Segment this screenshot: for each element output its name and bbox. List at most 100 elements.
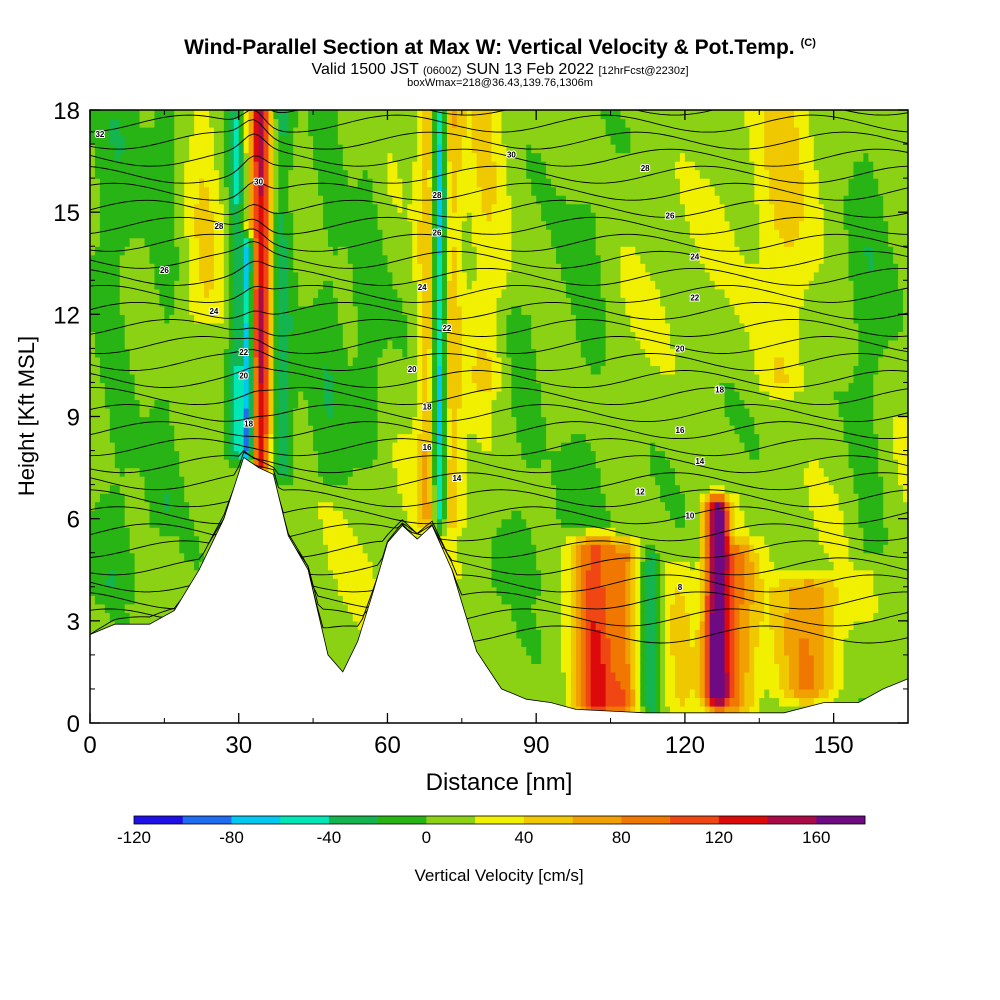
velocity-cell xyxy=(372,169,379,179)
velocity-cell xyxy=(308,501,314,511)
velocity-cell xyxy=(144,425,151,435)
velocity-cell xyxy=(288,365,294,375)
velocity-cell xyxy=(268,263,275,273)
velocity-cell xyxy=(169,476,175,486)
velocity-cell xyxy=(268,331,275,341)
velocity-cell xyxy=(174,535,180,545)
velocity-cell xyxy=(313,544,319,554)
velocity-cell xyxy=(134,416,141,426)
velocity-cell xyxy=(323,518,329,528)
velocity-cell xyxy=(139,544,146,554)
velocity-cell xyxy=(169,535,175,545)
velocity-cell xyxy=(179,407,185,418)
velocity-cell xyxy=(342,314,349,324)
velocity-cell xyxy=(278,152,284,162)
velocity-cell xyxy=(407,169,413,179)
velocity-cell xyxy=(367,212,374,222)
velocity-cell xyxy=(407,450,413,460)
velocity-cell xyxy=(90,493,96,503)
velocity-cell xyxy=(208,459,215,469)
velocity-cell xyxy=(278,237,284,247)
velocity-cell xyxy=(253,178,260,188)
velocity-cell xyxy=(347,203,354,213)
velocity-cell xyxy=(154,510,161,520)
velocity-cell xyxy=(119,510,126,520)
velocity-cell xyxy=(278,246,284,256)
velocity-cell xyxy=(164,203,170,213)
velocity-cell xyxy=(337,620,344,630)
velocity-cell xyxy=(169,322,175,332)
velocity-cell xyxy=(332,484,339,494)
velocity-cell xyxy=(362,365,369,375)
velocity-cell xyxy=(134,595,141,605)
velocity-cell xyxy=(382,246,389,256)
velocity-cell xyxy=(124,578,131,588)
velocity-cell xyxy=(223,484,230,494)
velocity-cell xyxy=(194,433,200,443)
velocity-cell xyxy=(199,178,205,188)
velocity-cell xyxy=(357,459,364,469)
velocity-cell xyxy=(417,254,423,264)
velocity-cell xyxy=(263,365,270,375)
velocity-cell xyxy=(283,390,289,401)
velocity-cell xyxy=(392,246,398,256)
velocity-cell xyxy=(402,484,408,494)
velocity-cell xyxy=(323,535,329,545)
velocity-cell xyxy=(268,348,275,358)
velocity-cell xyxy=(303,544,309,554)
velocity-cell xyxy=(382,476,389,486)
velocity-cell xyxy=(298,186,304,196)
velocity-cell xyxy=(273,399,279,409)
velocity-cell xyxy=(367,527,374,537)
velocity-cell xyxy=(427,433,433,443)
velocity-cell xyxy=(253,305,260,315)
velocity-cell xyxy=(114,603,121,613)
velocity-cell xyxy=(139,229,146,239)
velocity-cell xyxy=(308,169,314,179)
velocity-cell xyxy=(174,271,180,281)
velocity-cell xyxy=(119,552,126,562)
velocity-cell xyxy=(422,271,428,281)
velocity-cell xyxy=(427,476,433,486)
velocity-cell xyxy=(129,322,136,332)
velocity-cell xyxy=(412,365,418,375)
velocity-cell xyxy=(134,195,141,205)
velocity-cell xyxy=(199,212,205,222)
velocity-cell xyxy=(288,212,294,222)
velocity-cell xyxy=(318,501,324,511)
velocity-cell xyxy=(233,203,240,213)
velocity-cell xyxy=(94,390,101,401)
velocity-cell xyxy=(104,127,111,137)
velocity-cell xyxy=(357,595,364,605)
velocity-cell xyxy=(357,518,364,528)
velocity-cell xyxy=(204,110,210,120)
velocity-cell xyxy=(129,399,136,409)
velocity-cell xyxy=(194,220,200,230)
velocity-cell xyxy=(204,373,210,384)
velocity-cell xyxy=(377,390,384,401)
velocity-cell xyxy=(318,425,324,435)
velocity-cell xyxy=(114,288,121,298)
velocity-cell xyxy=(278,110,284,120)
velocity-cell xyxy=(90,586,96,596)
velocity-cell xyxy=(288,501,294,511)
velocity-cell xyxy=(273,348,279,358)
velocity-cell xyxy=(323,229,329,239)
velocity-cell xyxy=(248,135,255,145)
velocity-cell xyxy=(263,450,270,460)
velocity-cell xyxy=(347,271,354,281)
velocity-cell xyxy=(357,578,364,588)
velocity-cell xyxy=(397,144,403,154)
velocity-cell xyxy=(179,229,185,239)
velocity-cell xyxy=(124,127,131,137)
velocity-cell xyxy=(119,407,126,418)
velocity-cell xyxy=(139,373,146,384)
velocity-cell xyxy=(169,544,175,554)
velocity-cell xyxy=(243,433,250,443)
velocity-cell xyxy=(223,297,230,307)
velocity-cell xyxy=(159,314,165,324)
velocity-cell xyxy=(352,297,359,307)
velocity-cell xyxy=(377,161,384,171)
velocity-cell xyxy=(367,135,374,145)
velocity-cell xyxy=(412,339,418,349)
